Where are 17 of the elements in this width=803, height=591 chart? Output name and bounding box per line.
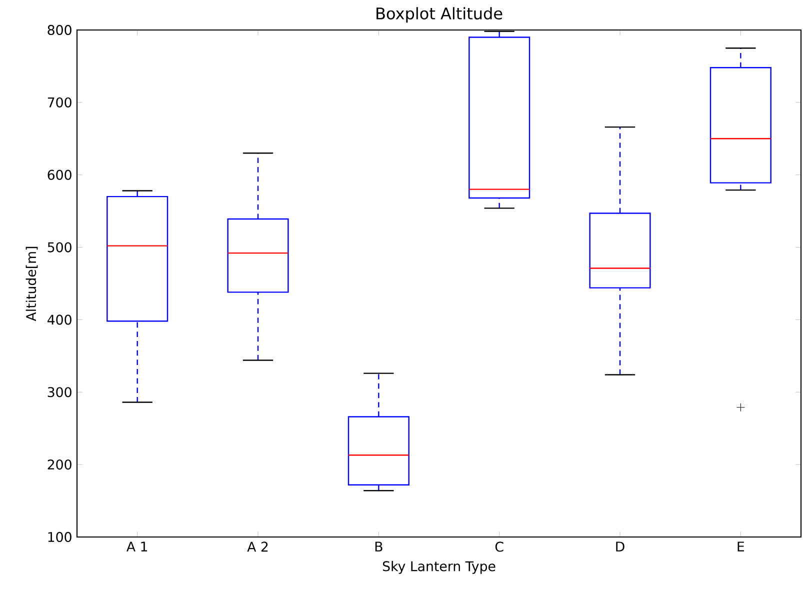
y-tick-label: 600 [48,170,72,180]
y-tick-label: 500 [48,242,72,252]
chart-title: Boxplot Altitude [376,7,502,23]
x-axis-title: Sky Lantern Type [382,560,496,574]
y-tick-label: 700 [48,97,72,108]
y-tick-label: 400 [47,314,72,325]
y-tick-label: 800 [48,24,72,36]
x-tick-label: A 1 [126,542,148,552]
y-tick-label: 100 [48,532,72,542]
y-axis-title: Altitude[m] [26,246,38,322]
x-tick-label: B [375,542,382,552]
y-tick-label: 300 [48,387,72,398]
x-tick-label: D [616,542,624,552]
x-tick-label: C [495,542,504,552]
y-tick-label: 200 [48,460,72,470]
x-tick-label: A 2 [247,542,268,552]
x-tick-label: E [738,542,744,552]
